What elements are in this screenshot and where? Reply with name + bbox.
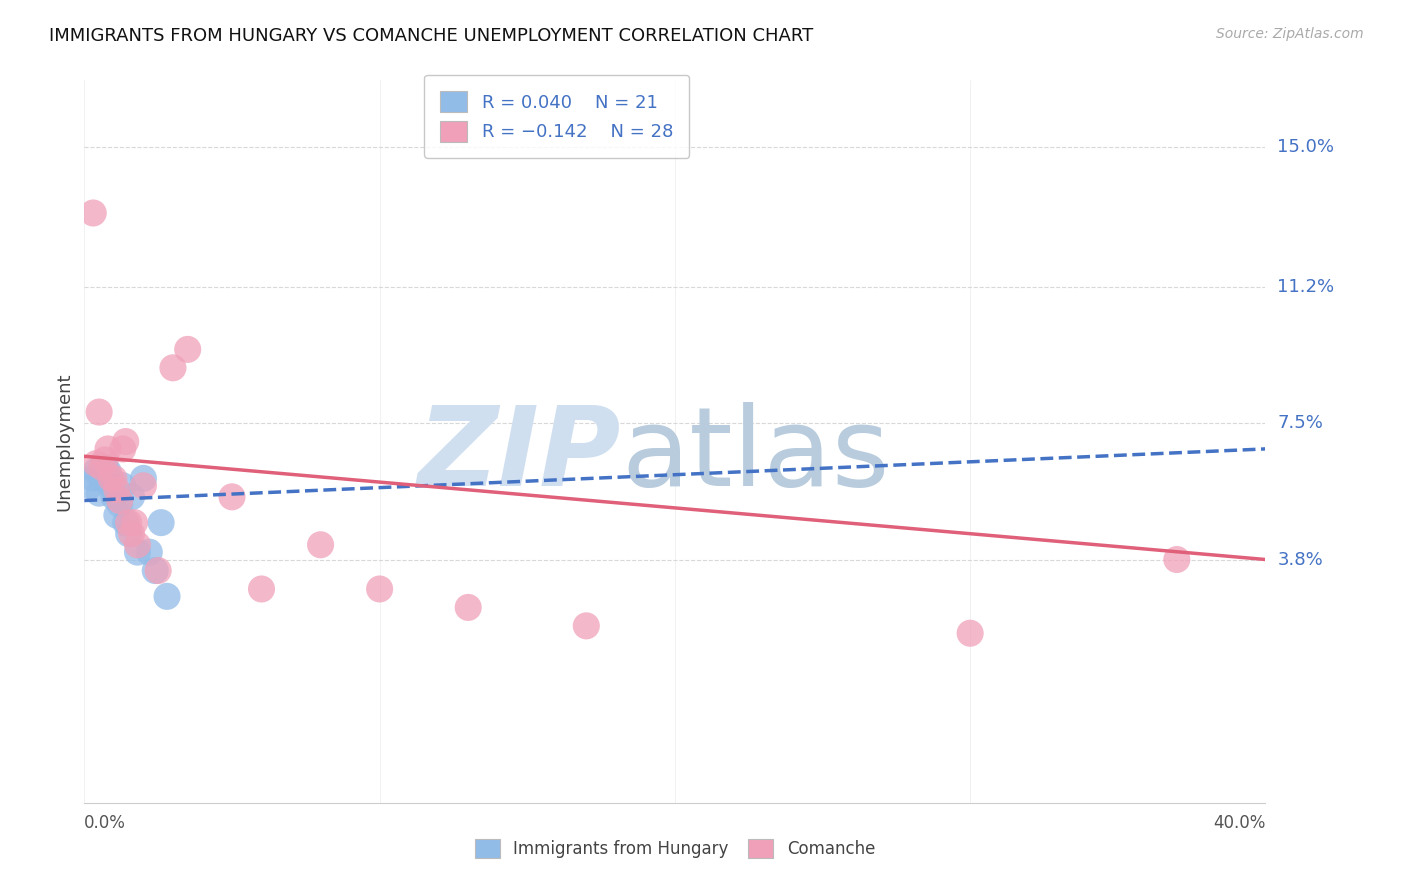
Text: 0.0%: 0.0% bbox=[84, 814, 127, 832]
Point bbox=[250, 582, 273, 596]
Point bbox=[114, 434, 136, 449]
Text: 3.8%: 3.8% bbox=[1277, 550, 1323, 568]
Point bbox=[91, 460, 114, 475]
Point bbox=[79, 479, 101, 493]
Point bbox=[82, 206, 104, 220]
Point bbox=[221, 490, 243, 504]
Point bbox=[124, 516, 146, 530]
Point bbox=[177, 343, 200, 357]
Point bbox=[575, 619, 598, 633]
Text: ZIP: ZIP bbox=[418, 402, 621, 509]
Text: Source: ZipAtlas.com: Source: ZipAtlas.com bbox=[1216, 27, 1364, 41]
Point bbox=[156, 590, 179, 604]
Point bbox=[309, 538, 332, 552]
Point bbox=[105, 483, 128, 497]
Point bbox=[97, 464, 120, 478]
Point bbox=[94, 453, 117, 467]
Point bbox=[84, 464, 107, 478]
Point bbox=[91, 471, 114, 485]
Point bbox=[368, 582, 391, 596]
Point bbox=[127, 538, 149, 552]
Text: 11.2%: 11.2% bbox=[1277, 277, 1334, 296]
Legend: Immigrants from Hungary, Comanche: Immigrants from Hungary, Comanche bbox=[467, 830, 883, 867]
Point bbox=[118, 516, 141, 530]
Y-axis label: Unemployment: Unemployment bbox=[55, 372, 73, 511]
Point bbox=[162, 360, 184, 375]
Point bbox=[108, 497, 131, 511]
Point bbox=[121, 490, 143, 504]
Point bbox=[108, 493, 131, 508]
Point bbox=[1166, 552, 1188, 566]
Point bbox=[114, 516, 136, 530]
Point bbox=[84, 457, 107, 471]
Point bbox=[105, 508, 128, 523]
Point bbox=[100, 471, 122, 485]
Point bbox=[87, 486, 111, 500]
Point bbox=[87, 405, 111, 419]
Point bbox=[103, 490, 125, 504]
Text: 7.5%: 7.5% bbox=[1277, 414, 1323, 432]
Point bbox=[97, 442, 120, 456]
Point bbox=[138, 545, 160, 559]
Point bbox=[82, 471, 104, 485]
Text: atlas: atlas bbox=[621, 402, 890, 509]
Text: 15.0%: 15.0% bbox=[1277, 137, 1334, 155]
Point bbox=[103, 471, 125, 485]
Point bbox=[127, 545, 149, 559]
Point bbox=[121, 526, 143, 541]
Text: IMMIGRANTS FROM HUNGARY VS COMANCHE UNEMPLOYMENT CORRELATION CHART: IMMIGRANTS FROM HUNGARY VS COMANCHE UNEM… bbox=[49, 27, 814, 45]
Text: 40.0%: 40.0% bbox=[1213, 814, 1265, 832]
Point bbox=[132, 471, 155, 485]
Point bbox=[148, 564, 170, 578]
Point bbox=[143, 564, 166, 578]
Point bbox=[118, 526, 141, 541]
Point bbox=[111, 442, 134, 456]
Point bbox=[94, 460, 117, 475]
Point bbox=[457, 600, 479, 615]
Point bbox=[111, 479, 134, 493]
Point bbox=[959, 626, 981, 640]
Point bbox=[132, 479, 155, 493]
Point bbox=[100, 479, 122, 493]
Point bbox=[150, 516, 173, 530]
